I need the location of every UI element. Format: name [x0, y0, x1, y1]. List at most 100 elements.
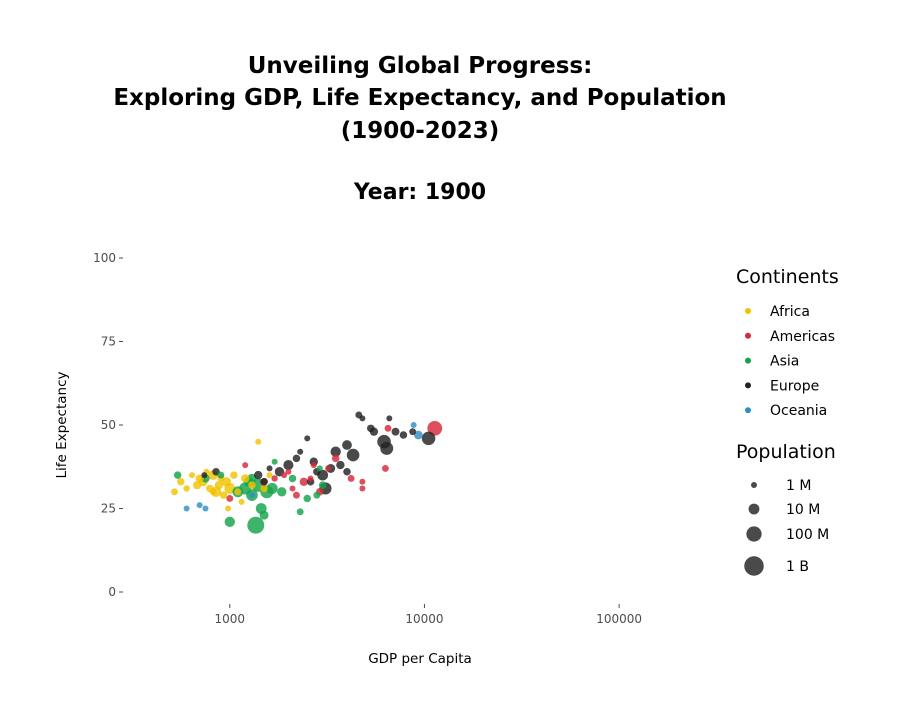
data-point-americas — [271, 475, 278, 482]
data-point-africa — [255, 438, 262, 445]
data-point-africa — [266, 472, 273, 479]
y-tick-label: 100 — [93, 251, 116, 265]
data-point-africa — [193, 480, 202, 490]
data-point-americas — [359, 478, 366, 485]
data-point-europe — [336, 460, 345, 470]
data-point-europe — [266, 465, 273, 472]
data-point-asia — [266, 482, 278, 495]
data-point-asia — [259, 510, 269, 520]
title-line-2: Exploring GDP, Life Expectancy, and Popu… — [113, 85, 726, 111]
data-point-asia — [271, 458, 278, 465]
y-tick-label: 75 — [101, 335, 116, 349]
data-point-europe — [380, 441, 394, 455]
data-point-africa — [225, 505, 232, 512]
legend-size-swatch — [751, 482, 757, 488]
legend-continents: Continents Africa Americas Asia Europe Ocean… — [736, 266, 839, 419]
legend-population-title: Population — [736, 441, 836, 463]
x-tick-label: 1000 — [215, 612, 246, 626]
data-point-americas — [289, 485, 296, 492]
data-point-europe — [343, 468, 351, 476]
data-point-africa — [234, 488, 242, 496]
data-point-americas — [325, 465, 332, 472]
data-point-europe — [201, 472, 208, 479]
data-point-africa — [219, 491, 228, 499]
legend-size-label: 10 M — [786, 502, 820, 518]
y-axis: 0 25 50 75 100 — [93, 251, 123, 599]
data-point-africa — [248, 481, 256, 489]
data-point-europe — [391, 427, 400, 436]
y-tick-label: 0 — [108, 585, 116, 599]
legend-size-label: 1 M — [786, 478, 811, 494]
data-point-asia — [296, 508, 304, 516]
legend-population: Population 1 M 10 M 100 M 1 B — [736, 441, 836, 576]
data-point-europe — [367, 424, 375, 433]
data-point-americas — [299, 477, 308, 486]
data-points — [171, 411, 443, 534]
data-point-europe — [346, 448, 360, 462]
data-point-americas — [285, 468, 292, 475]
data-point-africa — [214, 480, 224, 490]
data-point-europe — [359, 415, 366, 422]
legend-size-swatch — [744, 556, 764, 576]
data-point-africa — [177, 478, 185, 486]
data-point-asia — [316, 465, 323, 472]
data-point-europe — [386, 415, 393, 422]
data-point-europe — [297, 448, 304, 455]
legend-label-oceania: Oceania — [770, 403, 827, 419]
chart-subtitle: Year: 1900 — [353, 180, 486, 205]
data-point-oceania — [202, 505, 209, 512]
data-point-europe — [283, 460, 294, 471]
legend-swatch-asia — [745, 357, 751, 364]
legend-label-asia: Asia — [770, 354, 799, 370]
data-point-oceania — [196, 502, 203, 509]
plot-area: 0 25 50 75 100 1000 10000 100000 — [93, 251, 642, 626]
data-point-oceania — [410, 422, 417, 428]
legend-size-swatch — [748, 503, 760, 515]
data-point-europe — [342, 440, 352, 450]
data-point-asia — [224, 516, 235, 528]
legend-label-africa: Africa — [770, 304, 810, 320]
legend-swatch-americas — [745, 332, 751, 339]
chart-title: Unveiling Global Progress: Exploring GDP… — [113, 53, 726, 144]
data-point-africa — [209, 488, 217, 496]
data-point-americas — [293, 491, 300, 499]
legend-continents-title: Continents — [736, 266, 839, 288]
data-point-americas — [381, 464, 389, 472]
legend-size-label: 100 M — [786, 527, 829, 543]
data-point-americas — [427, 420, 443, 436]
data-point-asia — [217, 471, 225, 479]
title-line-1: Unveiling Global Progress: — [248, 53, 593, 79]
data-point-asia — [303, 494, 312, 503]
data-point-americas — [242, 462, 249, 469]
legend-swatch-oceania — [745, 407, 751, 414]
data-point-africa — [260, 484, 268, 493]
data-point-africa — [230, 471, 238, 479]
y-tick-label: 25 — [101, 502, 116, 516]
data-point-africa — [195, 474, 204, 483]
legend-size-swatch — [746, 526, 762, 542]
data-point-europe — [399, 431, 408, 439]
x-tick-label: 100000 — [596, 612, 642, 626]
data-point-africa — [183, 485, 190, 492]
data-point-asia — [313, 491, 321, 499]
data-point-africa — [241, 474, 250, 483]
x-axis: 1000 10000 100000 — [215, 604, 642, 626]
data-point-oceania — [413, 430, 423, 440]
data-point-asia — [318, 481, 327, 489]
data-point-oceania — [248, 492, 255, 499]
data-point-europe — [260, 478, 268, 486]
data-point-americas — [384, 424, 392, 432]
x-tick-label: 10000 — [405, 612, 443, 626]
legend-label-europe: Europe — [770, 378, 819, 394]
data-point-europe — [304, 435, 311, 442]
title-line-3: (1900-2023) — [341, 118, 500, 144]
data-point-americas — [310, 462, 317, 469]
y-tick-label: 50 — [101, 418, 116, 432]
data-point-americas — [281, 472, 288, 479]
data-point-europe — [254, 470, 263, 480]
legend-size-label: 1 B — [786, 559, 809, 575]
data-point-africa — [238, 498, 245, 505]
data-point-asia — [277, 487, 287, 497]
legend-swatch-africa — [745, 308, 751, 314]
data-point-asia — [247, 516, 265, 534]
